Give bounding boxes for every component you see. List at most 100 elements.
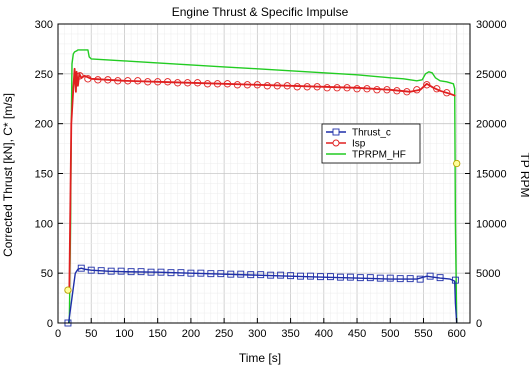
point-thrust-c [97,267,105,275]
y-axis-title-left: Corrected Thrust [kN], C* [m/s] [1,93,15,257]
point-isp [183,79,192,87]
point-isp [124,77,132,85]
point-thrust-c [356,274,364,282]
point-thrust-c [77,264,85,272]
y-tick-label-right: 15000 [476,169,507,181]
point-isp [403,88,411,96]
point-thrust-c [197,269,205,277]
y-axis-title-right: TP RPM [518,152,529,197]
legend-label-thrust-c: Thrust_c [352,128,391,139]
legend-marker-thrust-c [332,128,340,136]
y-tick-label-left: 100 [35,218,53,230]
point-thrust-c [127,268,135,276]
point-thrust-c [346,273,354,281]
legend-marker-isp [332,139,340,147]
legend-label-isp: Isp [352,139,366,150]
y-tick-label-left: 0 [47,318,53,330]
point-thrust-c [436,274,444,282]
point-thrust-c [376,274,384,282]
y-tick-label-right: 10000 [476,218,507,230]
x-tick-label: 250 [215,328,233,340]
point-thrust-c [366,274,374,282]
point-thrust-c [267,271,275,279]
point-thrust-c [207,270,215,278]
y-tick-label-right: 25000 [476,69,507,81]
point-thrust-c [247,271,255,279]
point-isp [114,77,122,85]
point-isp [413,86,421,94]
x-tick-label: 550 [414,328,432,340]
x-tick-label: 600 [448,328,466,340]
point-isp [243,81,252,89]
point-isp [363,85,371,93]
y-tick-label-left: 250 [35,69,53,81]
y-tick-label-right: 0 [476,318,482,330]
point-thrust-c [227,270,235,278]
point-thrust-c [416,275,424,283]
point-thrust-c [107,267,115,275]
x-tick-label: 400 [315,328,333,340]
point-thrust-c [167,269,175,277]
point-thrust-c [177,269,185,277]
point-isp [203,80,212,88]
point-isp [273,82,281,90]
point-isp [104,76,112,84]
point-thrust-c [237,270,245,278]
point-thrust-c [287,272,295,280]
series-line-isp [68,67,456,294]
point-isp [353,85,361,93]
point-isp [173,79,182,87]
point-isp [213,80,222,88]
point-thrust-c [117,267,125,275]
y-tick-label-left: 200 [35,119,53,131]
legend-label-tprpm-hf: TPRPM_HF [352,150,406,161]
series-layer [64,49,461,327]
point-thrust-c [147,268,155,276]
point-thrust-c [317,273,324,281]
point-thrust-c [451,276,459,284]
series-line-thrust-c [67,267,458,324]
point-isp [383,86,391,94]
point-isp [303,83,311,91]
point-thrust-c [386,274,394,282]
point-isp [253,81,262,89]
point-thrust-c [87,266,95,274]
x-tick-label: 350 [281,328,299,340]
y-tick-label-right: 20000 [476,119,507,131]
point-isp [134,77,142,85]
point-thrust-c [157,268,165,276]
point-isp [144,78,152,86]
point-isp [323,84,331,92]
point-thrust-c [277,271,285,279]
point-isp [283,82,291,90]
point-isp [154,78,162,86]
x-tick-label: 150 [148,328,166,340]
point-thrust-c [257,271,265,279]
point-isp [94,76,102,84]
point-isp [343,84,351,92]
x-tick-label: 300 [248,328,266,340]
series-line-tprpm-hf [68,49,458,324]
point-isp [453,159,461,168]
point-thrust-c [187,269,195,277]
point-isp [163,78,172,86]
y-tick-label-left: 50 [41,268,53,280]
point-isp [373,86,381,94]
point-thrust-c [327,273,334,281]
point-isp [443,89,451,97]
ticks: 0 50 100 150 200 250 300 350 400 450 500 550 600 0 50 1… [35,19,507,340]
point-isp [293,83,301,91]
x-tick-label: 200 [182,328,200,340]
point-thrust-c [426,272,434,280]
point-isp [84,75,92,83]
point-thrust-c [307,272,314,280]
point-thrust-c [406,275,414,283]
point-isp [76,72,84,80]
point-isp [333,84,341,92]
y-tick-label-left: 300 [35,19,53,31]
y-tick-label-left: 150 [35,169,53,181]
point-isp [263,82,271,90]
point-isp [233,81,242,89]
